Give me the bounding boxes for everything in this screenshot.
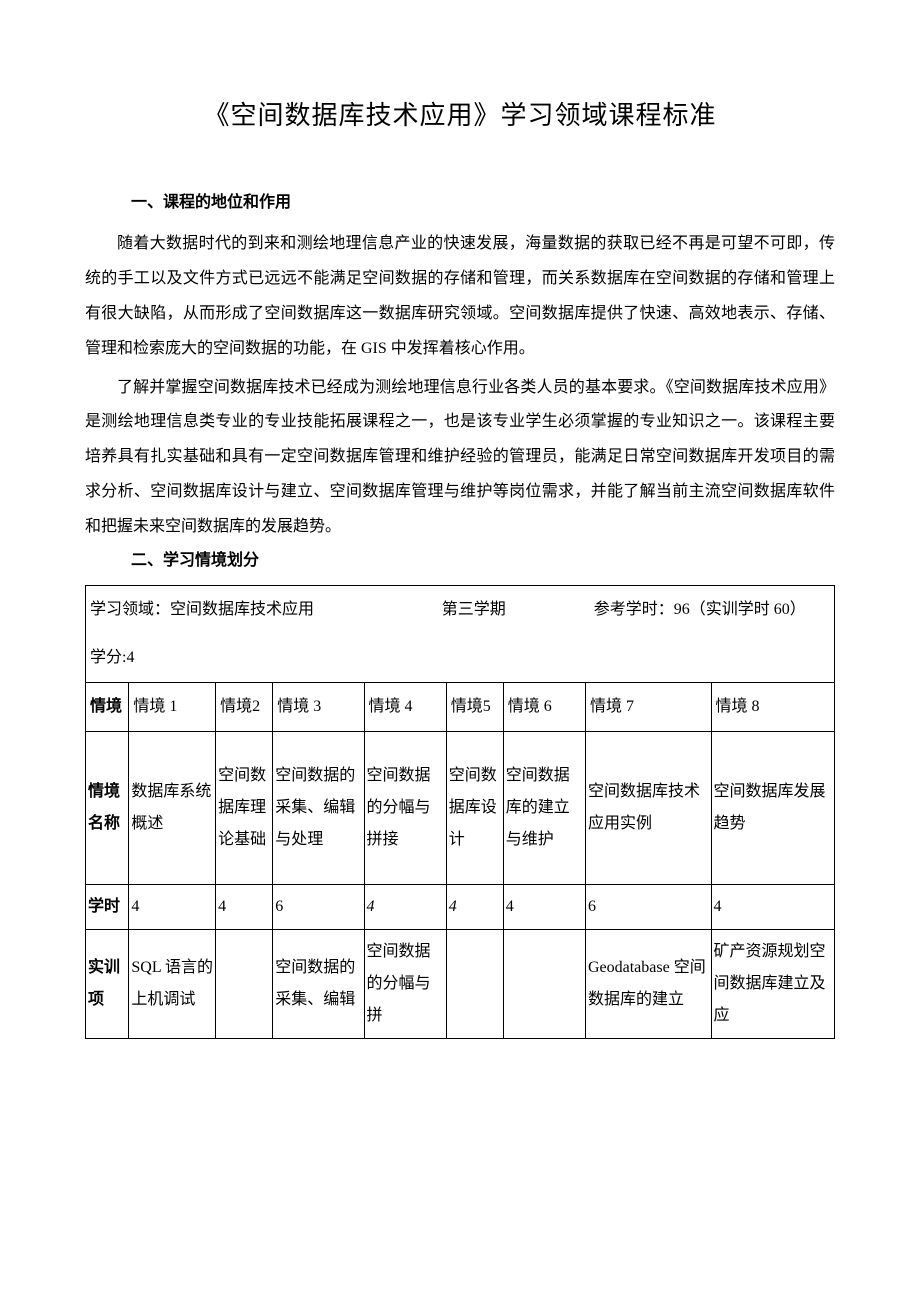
section-1-heading: 一、课程的地位和作用 bbox=[131, 187, 835, 219]
col-4: 情境 4 bbox=[364, 682, 446, 731]
training-4: 空间数据的分幅与拼 bbox=[364, 929, 446, 1038]
section-1-paragraph-2: 了解并掌握空间数据库技术已经成为测绘地理信息行业各类人员的基本要求。《空间数据库… bbox=[85, 371, 835, 545]
name-3: 空间数据的采集、编辑与处理 bbox=[273, 731, 364, 884]
hours-8: 4 bbox=[711, 884, 834, 929]
hours-1: 4 bbox=[129, 884, 216, 929]
situation-header-row: 情境 情境 1 情境2 情境 3 情境 4 情境5 情境 6 情境 7 情境 8 bbox=[86, 682, 835, 731]
name-7: 空间数据库技术应用实例 bbox=[585, 731, 711, 884]
situation-table: 学习领域：空间数据库技术应用 第三学期 参考学时：96（实训学时 60） 学分:… bbox=[85, 585, 835, 1039]
name-1: 数据库系统概述 bbox=[129, 731, 216, 884]
meta-row-1: 学习领域：空间数据库技术应用 第三学期 参考学时：96（实训学时 60） bbox=[86, 585, 835, 634]
page-title: 《空间数据库技术应用》学习领域课程标准 bbox=[85, 95, 835, 132]
meta-row-2: 学分:4 bbox=[86, 634, 835, 683]
training-1: SQL 语言的上机调试 bbox=[129, 929, 216, 1038]
hours-row: 学时 4 4 6 4 4 4 6 4 bbox=[86, 884, 835, 929]
training-row: 实训项 SQL 语言的上机调试 空间数据的采集、编辑 空间数据的分幅与拼 Geo… bbox=[86, 929, 835, 1038]
rowhead-situation: 情境 bbox=[86, 682, 129, 731]
meta-term: 第三学期 bbox=[442, 594, 590, 626]
training-6 bbox=[503, 929, 585, 1038]
name-2: 空间数据库理论基础 bbox=[216, 731, 273, 884]
col-7: 情境 7 bbox=[585, 682, 711, 731]
col-5: 情境5 bbox=[446, 682, 503, 731]
col-8: 情境 8 bbox=[711, 682, 834, 731]
training-8: 矿产资源规划空间数据库建立及应 bbox=[711, 929, 834, 1038]
col-3: 情境 3 bbox=[273, 682, 364, 731]
hours-6: 4 bbox=[503, 884, 585, 929]
meta-hours: 参考学时：96（实训学时 60） bbox=[594, 594, 823, 626]
rowhead-name: 情境名称 bbox=[86, 731, 129, 884]
col-6: 情境 6 bbox=[503, 682, 585, 731]
section-1-paragraph-1: 随着大数据时代的到来和测绘地理信息产业的快速发展，海量数据的获取已经不再是可望不… bbox=[85, 227, 835, 367]
hours-2: 4 bbox=[216, 884, 273, 929]
name-5: 空间数据库设计 bbox=[446, 731, 503, 884]
rowhead-hours: 学时 bbox=[86, 884, 129, 929]
name-6: 空间数据库的建立与维护 bbox=[503, 731, 585, 884]
training-3: 空间数据的采集、编辑 bbox=[273, 929, 364, 1038]
col-1: 情境 1 bbox=[129, 682, 216, 731]
col-2: 情境2 bbox=[216, 682, 273, 731]
meta-credit: 学分:4 bbox=[86, 634, 835, 683]
training-7: Geodatabase 空间数据库的建立 bbox=[585, 929, 711, 1038]
section-2-heading: 二、学习情境划分 bbox=[131, 545, 835, 577]
name-4: 空间数据的分幅与拼接 bbox=[364, 731, 446, 884]
training-2 bbox=[216, 929, 273, 1038]
hours-4: 4 bbox=[364, 884, 446, 929]
hours-5: 4 bbox=[446, 884, 503, 929]
hours-3: 6 bbox=[273, 884, 364, 929]
meta-domain: 学习领域：空间数据库技术应用 bbox=[90, 594, 438, 626]
name-row: 情境名称 数据库系统概述 空间数据库理论基础 空间数据的采集、编辑与处理 空间数… bbox=[86, 731, 835, 884]
rowhead-training: 实训项 bbox=[86, 929, 129, 1038]
hours-7: 6 bbox=[585, 884, 711, 929]
name-8: 空间数据库发展趋势 bbox=[711, 731, 834, 884]
training-5 bbox=[446, 929, 503, 1038]
